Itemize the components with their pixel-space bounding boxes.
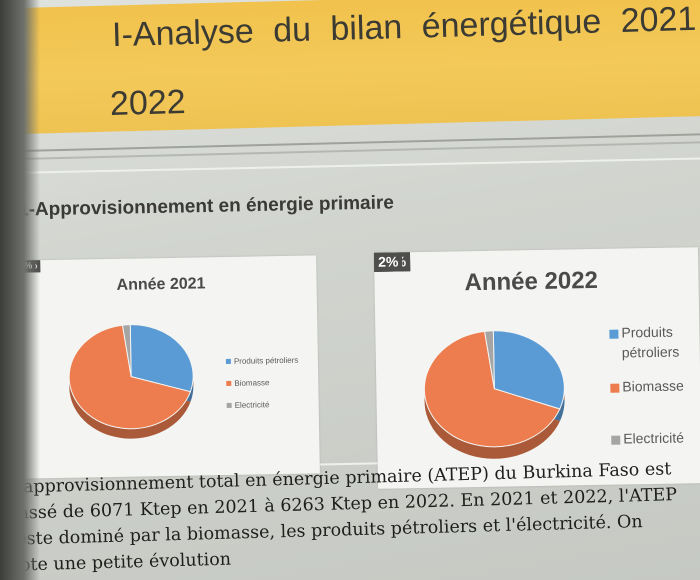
pie-slice-electricite	[121, 324, 132, 377]
legend-label: Biomasse	[234, 378, 270, 388]
pie-slice-electricite	[483, 330, 495, 389]
legend-label: Electricité	[234, 400, 270, 410]
chart-title-2021: Année 2021	[116, 275, 206, 294]
legend-swatch	[609, 329, 619, 339]
pie-slice-biomasse	[68, 324, 192, 430]
projector-edge	[0, 0, 40, 580]
pie-chart-2021	[68, 324, 194, 439]
slide-title-year: 2022	[109, 82, 187, 124]
legend-label: Electricité	[623, 429, 685, 447]
legend-item-electricite: Electricité	[611, 427, 684, 448]
data-label-electricite: 2%	[373, 252, 403, 273]
chart-title-2022: Année 2022	[464, 266, 599, 297]
legend-item-produits-petroliers: Produits pétroliers	[609, 322, 679, 363]
divider-bottom	[20, 141, 700, 160]
legend-label: Produits	[621, 323, 673, 341]
paragraph-line: note une petite évolution	[8, 549, 232, 576]
legend-item-produits-petroliers: Produits pétroliers	[225, 355, 299, 366]
legend-item-biomasse: Biomasse	[226, 378, 269, 388]
pie-slice-produits-petroliers	[492, 330, 565, 410]
legend-swatch	[226, 381, 232, 387]
legend-item-biomasse: Biomasse	[610, 375, 684, 396]
chart-panel-2021: Année 2021 30%68%2%Produits pétroliersBi…	[16, 255, 320, 479]
legend-label: pétroliers	[621, 343, 680, 361]
chart-panel-2022: Année 2022 31%67%2%ProduitspétroliersBio…	[373, 247, 700, 489]
pie-slice-produits-petroliers	[129, 324, 194, 393]
legend-item-electricite: Electricité	[226, 400, 270, 410]
legend-label: Produits pétroliers	[233, 355, 299, 366]
legend-swatch	[226, 403, 232, 409]
legend-label: Biomasse	[622, 377, 684, 395]
legend-swatch	[611, 435, 621, 445]
legend-swatch	[225, 359, 231, 365]
legend-swatch	[610, 383, 620, 393]
pie-chart-2022	[423, 330, 565, 459]
pie-slice-biomasse	[423, 330, 561, 448]
